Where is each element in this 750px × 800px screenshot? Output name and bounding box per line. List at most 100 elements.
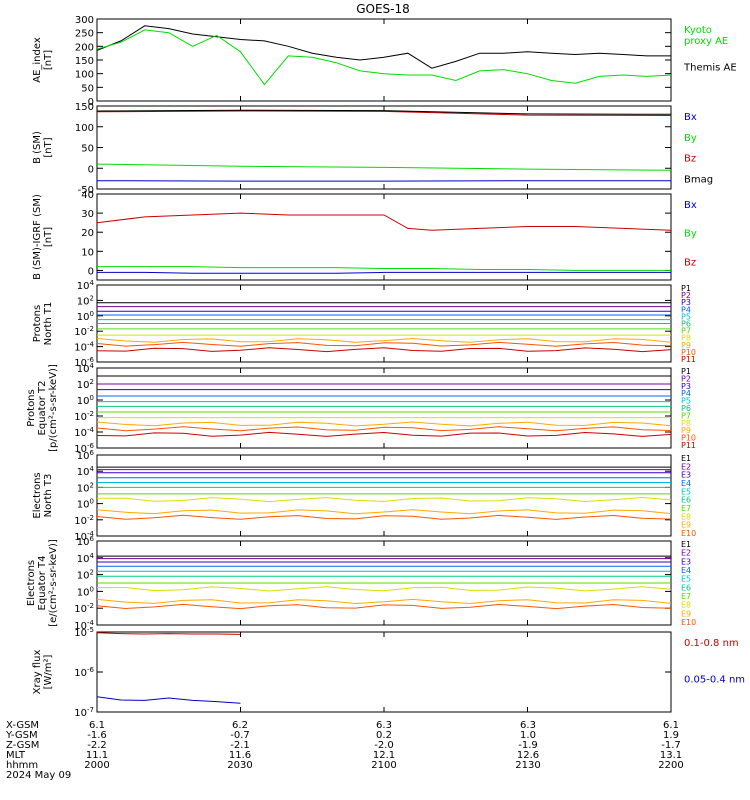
- y-tick-label: 10-2: [74, 514, 94, 527]
- y-tick-label: 100: [77, 498, 94, 511]
- y-tick-label: 100: [77, 585, 94, 598]
- panel-frame: [96, 105, 672, 190]
- legend-entry: P6: [681, 404, 691, 413]
- y-tick-label: 100: [75, 70, 94, 81]
- x-row-value: 0.2: [376, 730, 392, 741]
- channel-line: [96, 431, 672, 437]
- legend-entry: E7: [681, 592, 691, 601]
- panel-frame: [96, 18, 672, 102]
- legend-entry: E3: [681, 471, 691, 480]
- x-row-value: -2.1: [230, 740, 250, 751]
- y-tick-label: 30: [81, 209, 94, 220]
- x-row-value: 12.1: [373, 750, 395, 761]
- y-tick-label: 40: [81, 190, 94, 201]
- legend-entry: P7: [681, 411, 691, 420]
- series-line: [96, 212, 672, 231]
- y-tick-label: 10-4: [74, 619, 94, 632]
- legend-entry: 0.05-0.4 nm: [684, 674, 745, 685]
- legend-entry: E8: [681, 601, 691, 610]
- series-line: [97, 271, 671, 274]
- legend-entry: Themis AE: [683, 62, 737, 73]
- x-row-value: 6.1: [663, 720, 679, 731]
- y-tick-label: 50: [81, 83, 94, 94]
- x-row-value: -1.6: [87, 730, 107, 741]
- x-row-value: 13.1: [660, 750, 682, 761]
- x-row-value: 2000: [84, 760, 109, 771]
- y-tick-label: 10-5: [74, 626, 94, 639]
- y-axis-label: Xray flux[W/m²]: [32, 650, 54, 695]
- panel-frame: [96, 631, 672, 713]
- legend-entry: P5: [681, 397, 691, 406]
- x-row-value: 2100: [371, 760, 396, 771]
- y-tick-label: 0: [88, 266, 94, 277]
- x-row-value: 1.9: [663, 730, 679, 741]
- channel-line: [97, 496, 672, 503]
- y-tick-label: 50: [81, 144, 94, 155]
- y-tick-label: 10-7: [74, 706, 94, 719]
- x-row-value: -2.0: [374, 740, 394, 751]
- chart-title: GOES-18: [356, 2, 410, 16]
- legend-entry: P9: [681, 341, 691, 350]
- y-tick-label: 10-4: [74, 426, 94, 439]
- y-tick-label: 10-6: [74, 666, 94, 679]
- y-tick-label: 102: [77, 481, 94, 494]
- legend-entry: P1: [681, 367, 691, 376]
- legend-entry: E1: [681, 540, 691, 549]
- x-row-value: 1.0: [520, 730, 536, 741]
- y-axis-label: AE_index[nT]: [32, 37, 54, 83]
- y-tick-label: 200: [75, 42, 94, 53]
- x-row-value: -2.2: [87, 740, 107, 751]
- x-row-value: 2200: [658, 760, 683, 771]
- x-row-value: 6.1: [89, 720, 105, 731]
- legend-entry: E5: [681, 575, 691, 584]
- channel-line: [96, 337, 672, 343]
- x-row-value: 6.3: [520, 720, 536, 731]
- y-tick-label: 150: [75, 56, 94, 67]
- legend-entry: E7: [681, 504, 691, 513]
- legend-entry: Bx: [684, 200, 697, 211]
- legend-entry: P2: [681, 291, 691, 300]
- y-tick-label: 10-4: [74, 530, 94, 543]
- y-tick-label: 10: [81, 247, 94, 258]
- y-tick-label: 0: [88, 97, 94, 108]
- y-axis-label: ProtonsEquator T2[p/(cm²-s-sr-keV)]: [26, 364, 59, 452]
- legend-entry: P5: [681, 312, 691, 321]
- y-tick-label: 102: [77, 294, 94, 307]
- y-tick-label: 150: [75, 102, 94, 113]
- series-line: [96, 632, 241, 635]
- x-row-label: Y-GSM: [5, 730, 38, 741]
- panel-8: 10-5 10-6 10-7 Xray flux[W/m²] 0.1-0.8 nm 0.0…: [32, 626, 745, 719]
- series-line: [96, 696, 241, 704]
- y-tick-label: 300: [75, 15, 94, 26]
- x-row-value: 12.6: [517, 750, 539, 761]
- series-line: [96, 163, 672, 171]
- legend-entry: P1: [681, 284, 691, 293]
- legend-entry: E9: [681, 609, 691, 618]
- channel-line: [96, 603, 672, 610]
- y-tick-label: 10-6: [74, 356, 94, 369]
- legend-entry: P4: [681, 305, 691, 314]
- legend-entry: P6: [681, 320, 691, 329]
- y-axis-label: B (SM)[nT]: [32, 131, 54, 164]
- legend-entry: E6: [681, 583, 691, 592]
- series-line: [96, 29, 672, 86]
- x-row-value: 2030: [227, 760, 252, 771]
- panel-5: 104 102 100 10-2 10-4 10-6 ProtonsEquator T2[p…: [26, 362, 696, 455]
- y-axis-label: ProtonsNorth T1: [32, 302, 54, 346]
- x-row-label: Z-GSM: [6, 740, 39, 751]
- legend-entry: P8: [681, 419, 691, 428]
- y-tick-label: 104: [77, 552, 95, 565]
- legend-entry: P8: [681, 334, 691, 343]
- panel-3: 40 30 20 10 0 B (SM)-IGRF (SM)[nT] Bx By Bz: [32, 190, 697, 281]
- x-row-value: -0.7: [230, 730, 250, 741]
- series-line: [96, 25, 671, 69]
- legend-entry: P2: [681, 374, 691, 383]
- x-row-label: MLT: [6, 750, 26, 761]
- y-tick-label: 104: [77, 279, 95, 292]
- legend-entry: 0.1-0.8 nm: [684, 638, 739, 649]
- channel-line: [96, 421, 672, 427]
- channel-line: [96, 347, 672, 353]
- legend-entry: Kyoto proxy AE: [684, 25, 728, 47]
- y-tick-label: 0: [88, 164, 94, 175]
